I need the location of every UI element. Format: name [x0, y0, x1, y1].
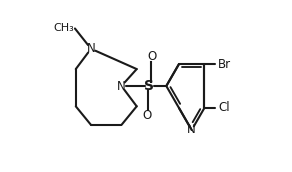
Text: N: N: [87, 42, 95, 55]
Text: N: N: [117, 79, 126, 93]
Text: Cl: Cl: [218, 101, 230, 115]
Text: O: O: [147, 50, 157, 63]
Text: CH₃: CH₃: [53, 23, 74, 34]
Text: N: N: [187, 123, 196, 137]
Text: S: S: [144, 79, 154, 93]
Text: O: O: [142, 109, 152, 122]
Text: Br: Br: [218, 57, 231, 71]
